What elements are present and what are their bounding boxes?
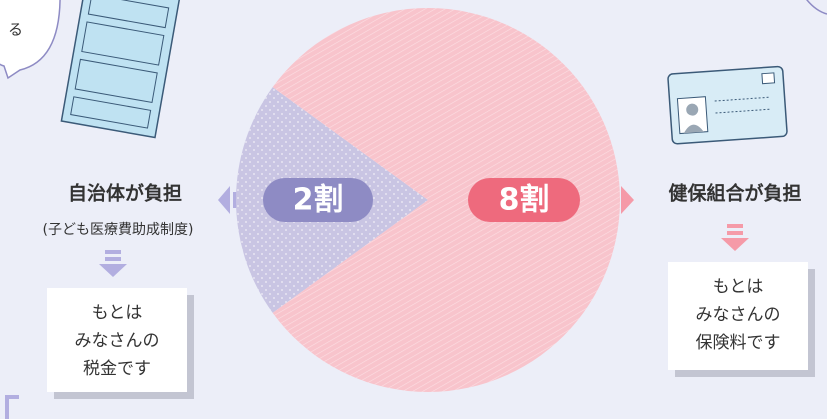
note-line: みなさんの (75, 331, 160, 351)
category-label: 健保組合が負担 (668, 182, 801, 205)
value-label: 2割 (293, 183, 344, 218)
category-label: 自治体が負担 (68, 182, 182, 205)
note-line: 税金です (83, 359, 151, 379)
note-line: みなさんの (696, 305, 781, 325)
annotation: (子ども医療費助成制度) (43, 221, 194, 238)
note-line: もとは (713, 277, 764, 297)
infographic: る 2割8割自治体が負担健保組合が負担(子ども医療費助成制度)もとはみなさんの税… (0, 0, 827, 419)
note-line: 保険料です (696, 333, 781, 353)
arrow-fragment (5, 395, 9, 419)
note-line: もとは (92, 303, 143, 323)
value-label: 8割 (499, 183, 550, 218)
bubble-text: る (8, 21, 23, 39)
card-illustration (668, 66, 788, 144)
